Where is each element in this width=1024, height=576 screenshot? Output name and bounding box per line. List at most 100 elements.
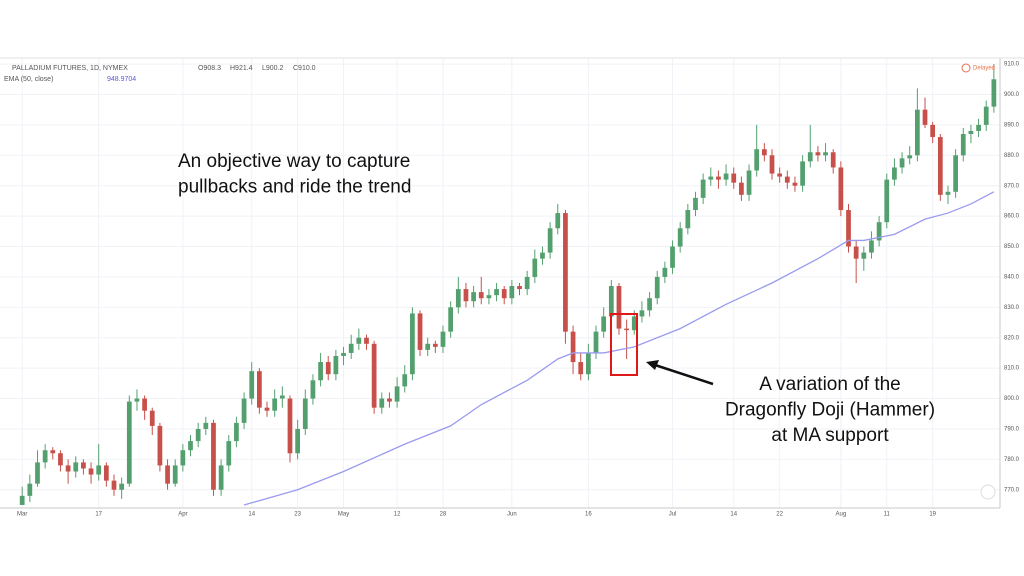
- candle-body: [670, 246, 675, 268]
- candle-body: [991, 79, 997, 107]
- candle-body: [570, 331, 576, 363]
- candle-body: [471, 292, 476, 302]
- candle-body: [234, 422, 239, 442]
- candle-body: [157, 425, 163, 466]
- y-tick-label: 890.0: [1004, 122, 1020, 128]
- y-tick-label: 770.0: [1004, 487, 1020, 493]
- scroll-button[interactable]: [980, 484, 996, 500]
- x-tick-label: 12: [394, 512, 401, 518]
- y-tick-label: 800.0: [1004, 396, 1020, 402]
- candle-body: [922, 109, 928, 125]
- candle-body: [693, 197, 698, 211]
- candle-body: [257, 371, 262, 408]
- candle-body: [647, 298, 652, 311]
- candle-body: [708, 176, 714, 180]
- candle-body: [119, 483, 125, 490]
- ema-line: [243, 191, 995, 506]
- plot: [19, 64, 997, 506]
- x-tick-label: 16: [585, 512, 592, 518]
- candle-body: [341, 352, 346, 356]
- candle-body: [425, 343, 431, 350]
- candle-body: [310, 380, 316, 399]
- x-tick-label: Apr: [178, 512, 187, 518]
- high: H921.4: [230, 65, 253, 72]
- candle-body: [792, 182, 798, 186]
- candle-body: [532, 258, 538, 277]
- y-tick-label: 830.0: [1004, 305, 1020, 311]
- x-tick-label: Aug: [836, 512, 847, 518]
- candle-body: [103, 465, 109, 481]
- candle-body: [823, 152, 828, 156]
- candle-body: [983, 106, 989, 125]
- candle-body: [486, 295, 492, 299]
- x-tick-label: 19: [929, 512, 936, 518]
- candle-body: [807, 152, 813, 162]
- candle-body: [478, 292, 484, 299]
- candle-body: [73, 462, 79, 472]
- x-tick-label: 11: [884, 512, 891, 518]
- y-tick-label: 910.0: [1004, 62, 1020, 68]
- candle-body: [631, 316, 637, 331]
- candle-body: [830, 152, 836, 168]
- candle-body: [50, 450, 56, 454]
- candle-body: [624, 328, 629, 331]
- candle-body: [180, 450, 186, 466]
- candle-body: [195, 428, 201, 442]
- candle-body: [417, 313, 423, 350]
- candle-body: [448, 307, 454, 332]
- candle-body: [800, 161, 805, 186]
- candle-body: [165, 465, 170, 484]
- candle-body: [432, 343, 438, 347]
- candle-body: [325, 362, 331, 375]
- candle-body: [608, 286, 614, 317]
- x-tick-label: 14: [248, 512, 255, 518]
- candle-body: [387, 398, 392, 402]
- candle-body: [555, 213, 561, 229]
- candle-body: [356, 337, 362, 344]
- arrow-shaft: [654, 363, 714, 386]
- y-tick-label: 850.0: [1004, 244, 1020, 250]
- candle-body: [96, 465, 102, 475]
- x-tick-label: May: [338, 512, 349, 518]
- candle-body: [111, 480, 117, 490]
- candle-body: [172, 465, 178, 484]
- candle-body: [318, 362, 323, 381]
- candle-body: [892, 167, 897, 180]
- candle-body: [134, 398, 140, 402]
- candle-body: [547, 228, 553, 253]
- candle-body: [295, 428, 300, 454]
- x-tick-label: Mar: [17, 512, 27, 518]
- candle-body: [784, 176, 790, 183]
- candle-body: [494, 289, 499, 296]
- candle-body: [578, 362, 584, 375]
- candle-body: [226, 441, 232, 466]
- candle-body: [723, 173, 729, 180]
- annotation-line: A variation of the: [759, 374, 901, 395]
- candle-body: [593, 331, 599, 353]
- y-tick-label: 780.0: [1004, 457, 1020, 463]
- y-tick-label: 840.0: [1004, 274, 1020, 280]
- candle-body: [739, 182, 744, 195]
- candle-body: [838, 167, 844, 211]
- candle-body: [394, 386, 400, 402]
- open: O908.3: [198, 65, 221, 72]
- candle-body: [907, 155, 913, 159]
- x-tick-label: Jun: [507, 512, 517, 518]
- candle-body: [364, 337, 369, 344]
- candle-body: [960, 134, 966, 156]
- candle-body: [754, 149, 760, 171]
- candle-body: [218, 465, 224, 490]
- candle-body: [731, 173, 737, 183]
- candle-body: [81, 462, 86, 469]
- candle-body: [440, 331, 446, 347]
- symbol: PALLADIUM FUTURES, 1D, NYMEX: [12, 65, 128, 72]
- candle-body: [601, 316, 607, 332]
- candle-body: [716, 176, 721, 180]
- annotation-line: Dragonfly Doji (Hammer): [725, 400, 935, 421]
- candle-body: [149, 410, 155, 426]
- candle-body: [777, 173, 783, 177]
- candle-body: [639, 310, 645, 317]
- status-icon: [961, 63, 971, 73]
- status: Delayed: [973, 66, 995, 72]
